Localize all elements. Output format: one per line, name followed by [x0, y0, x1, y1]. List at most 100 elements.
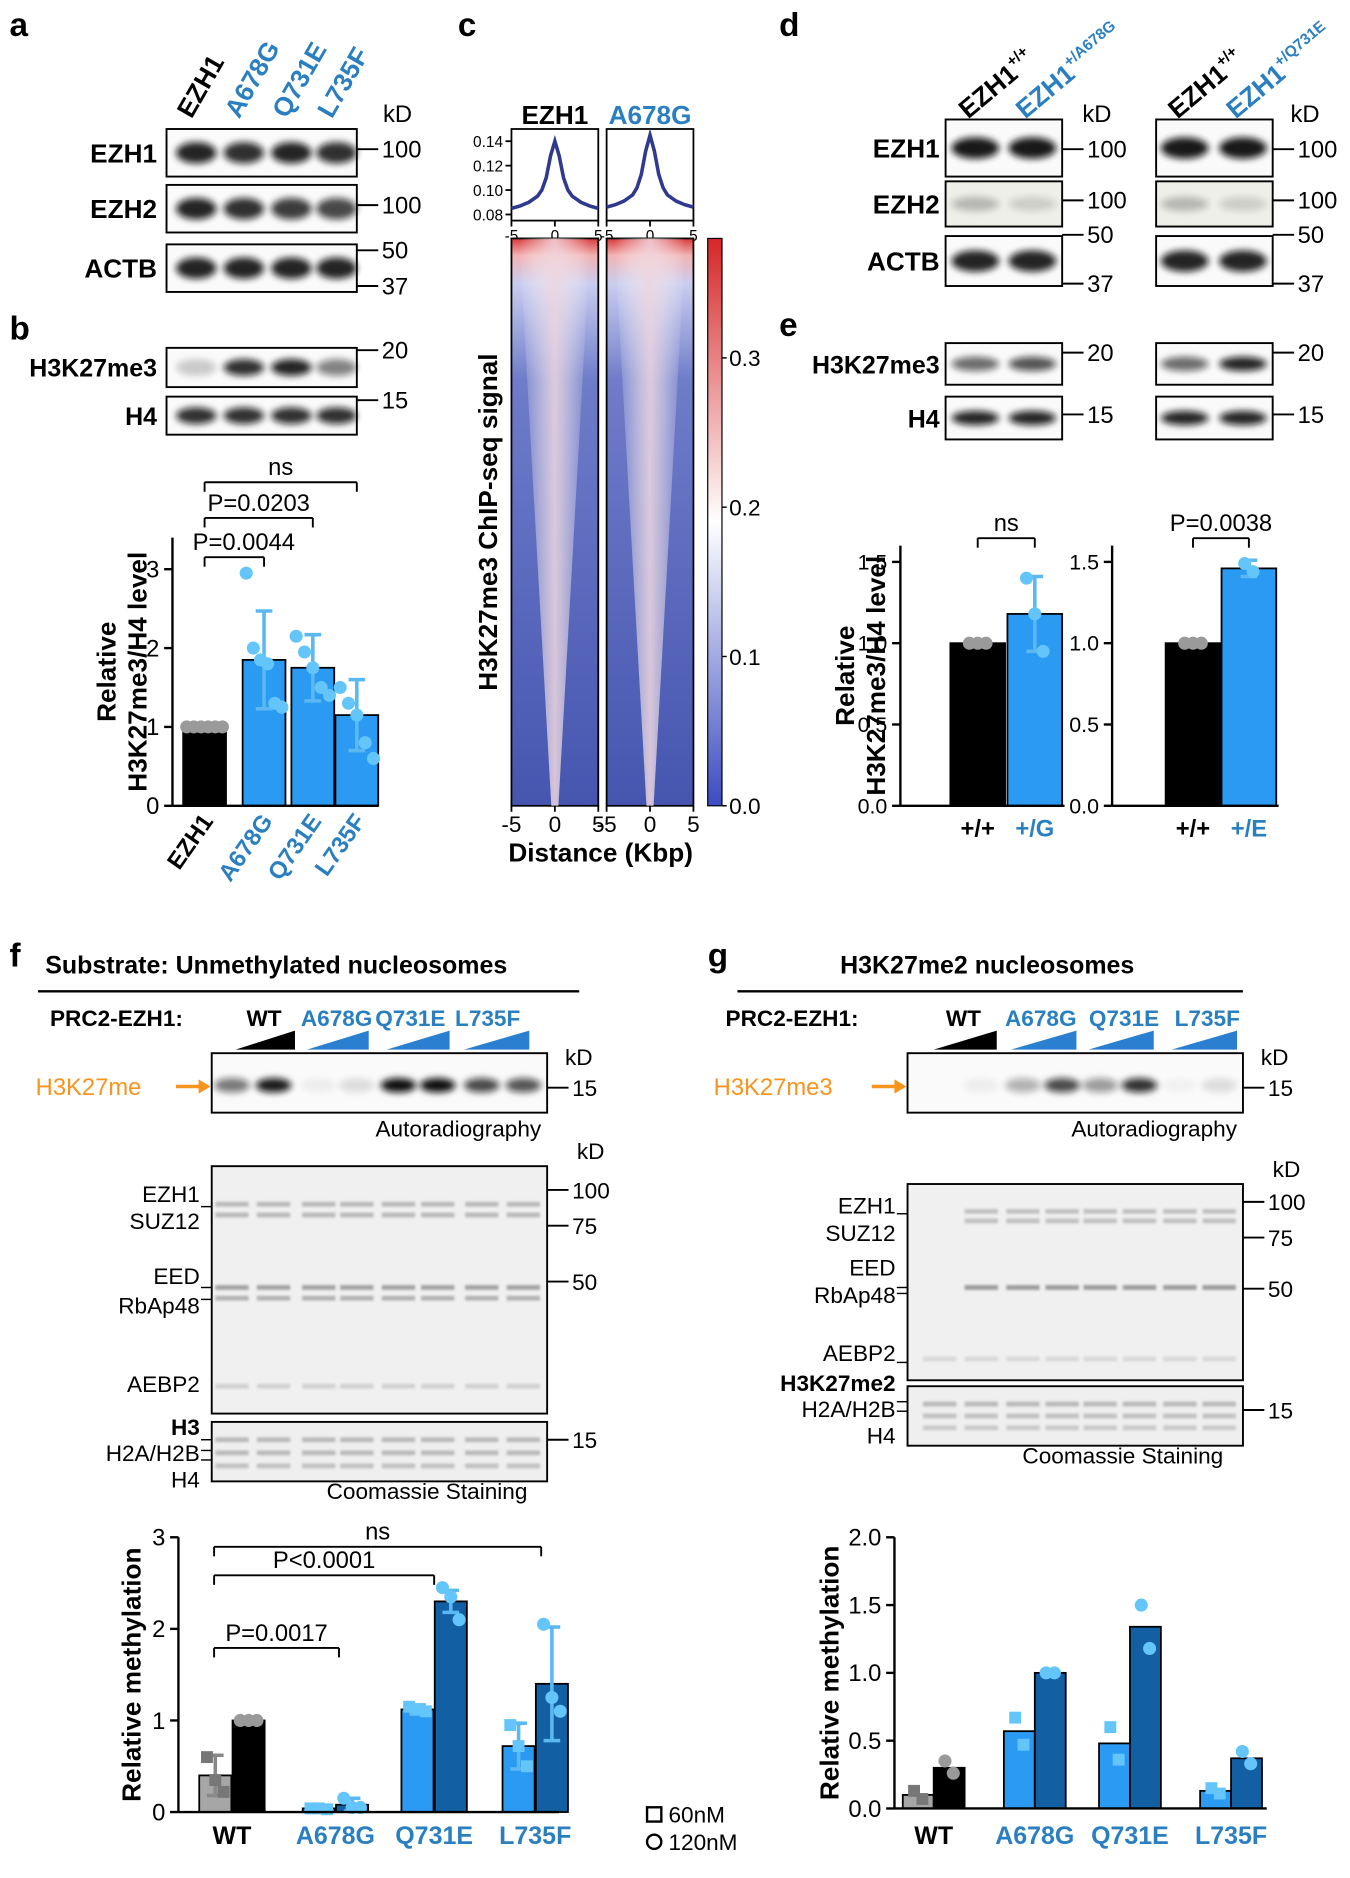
bar: [231, 1719, 266, 1813]
y-tick-label: 3: [152, 1525, 165, 1552]
gel-band: [256, 1450, 291, 1456]
gel-band: [381, 1285, 416, 1290]
marker-label: 37: [1087, 271, 1113, 298]
gel-band: [1202, 1425, 1236, 1431]
gel-band: [421, 1463, 455, 1469]
marker-label: 100: [1087, 188, 1127, 215]
marker-label: 100: [1268, 1190, 1306, 1215]
y-tick-label: 1.5: [848, 1592, 881, 1619]
data-point: [312, 1802, 325, 1815]
data-point: [250, 1713, 264, 1727]
gel-band: [465, 1450, 499, 1456]
concentration-ramp: [1011, 1030, 1077, 1050]
band: [380, 1078, 417, 1093]
gel-band: [964, 1209, 998, 1214]
gel-band: [1122, 1285, 1157, 1290]
gel-band: [381, 1450, 416, 1456]
y-tick-label: 1.0: [1069, 632, 1099, 656]
gel-band: [215, 1285, 249, 1290]
gel-band: [506, 1201, 540, 1207]
data-point: [366, 751, 381, 766]
marker-label: 50: [1298, 222, 1324, 249]
marker-label: 20: [382, 338, 408, 365]
x-tick-label: A678G: [995, 1822, 1074, 1850]
gel-band: [506, 1212, 540, 1218]
gel-band: [1006, 1356, 1040, 1362]
protein-label: H2A/H2B: [802, 1397, 896, 1422]
panel-label: f: [10, 937, 22, 974]
bar: [1033, 1671, 1067, 1810]
profile-line: [510, 134, 599, 211]
kd-label: kD: [565, 1045, 593, 1070]
gel-band: [421, 1383, 455, 1389]
band: [223, 197, 265, 220]
kd-label: kD: [1291, 101, 1320, 128]
y-tick-label: 1.0: [858, 632, 888, 656]
data-point: [1246, 565, 1260, 579]
gel-band: [1045, 1356, 1079, 1362]
gel-band: [506, 1285, 540, 1290]
gel-band: [381, 1437, 416, 1443]
gel-band: [302, 1201, 336, 1207]
data-point: [314, 680, 328, 695]
gel-band: [340, 1383, 374, 1389]
gel-band: [256, 1383, 291, 1389]
y-axis-label: H3K27me3/H4 level: [861, 556, 891, 796]
band: [223, 407, 265, 424]
gel-band: [465, 1463, 499, 1469]
gel-band: [1122, 1401, 1157, 1407]
data-point: [246, 641, 260, 655]
gel-band: [1122, 1425, 1157, 1431]
blot-label: H4: [908, 406, 940, 434]
y-tick-label: 0.12: [473, 159, 503, 176]
gel-band: [1006, 1209, 1040, 1214]
concentration-ramp: [1171, 1030, 1238, 1050]
data-point: [1047, 1666, 1061, 1680]
data-point: [545, 1691, 559, 1705]
marker-label: 100: [382, 192, 422, 219]
kd-label: kD: [1082, 101, 1111, 128]
y-tick-label: 0.10: [473, 183, 503, 200]
data-point: [403, 1700, 416, 1713]
autoradiograph: [906, 1052, 1244, 1114]
marker-label: 100: [1298, 188, 1338, 215]
x-tick-label: Q731E: [1091, 1822, 1169, 1850]
data-point: [239, 566, 253, 580]
caption: Coomassie Staining: [1022, 1444, 1223, 1469]
band: [176, 257, 217, 279]
marker-label: 100: [1087, 137, 1127, 164]
y-tick-label: 1.5: [858, 550, 888, 574]
y-axis-label: H3K27me3/H4 level: [122, 552, 152, 792]
data-point: [350, 708, 364, 722]
band: [271, 359, 312, 376]
colorbar-label: 0.3: [729, 346, 760, 371]
gel-band: [340, 1285, 374, 1290]
y-tick-label: 0.14: [473, 134, 503, 151]
data-point: [452, 1613, 466, 1627]
legend-label: 120nM: [668, 1830, 737, 1855]
y-axis-label: Relative methylation: [815, 1546, 845, 1800]
gel-band: [1202, 1285, 1236, 1290]
panel-title: H3K27me2 nucleosomes: [840, 951, 1134, 979]
gel-band: [340, 1212, 374, 1218]
gel-band: [256, 1295, 291, 1301]
data-point: [537, 1617, 551, 1631]
product-label: H3K27me3: [714, 1074, 833, 1101]
marker-label: 15: [1268, 1398, 1293, 1423]
panel-label: d: [779, 7, 799, 44]
lane-label: Q731E: [375, 1006, 445, 1031]
band: [316, 197, 357, 220]
enzyme-label: PRC2-EZH1:: [726, 1006, 859, 1031]
marker-label: 37: [382, 273, 408, 300]
band: [1219, 196, 1267, 212]
y-tick-label: 0.5: [858, 713, 888, 737]
protein-label: H2A/H2B: [106, 1441, 200, 1466]
gel-band: [1202, 1209, 1236, 1214]
band: [271, 142, 312, 164]
gel-band: [1202, 1218, 1236, 1224]
band: [316, 359, 357, 376]
y-tick-label: 0.5: [848, 1728, 881, 1755]
protein-label: SUZ12: [825, 1221, 895, 1246]
band: [176, 142, 217, 164]
